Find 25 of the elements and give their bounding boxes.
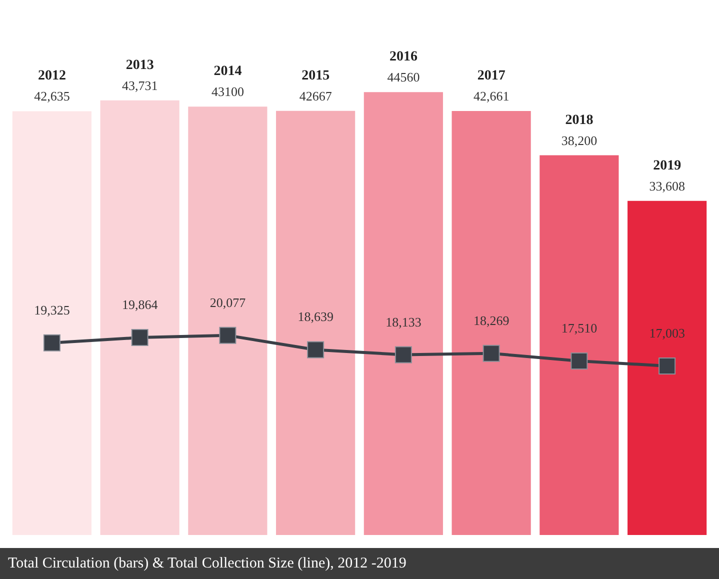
data-label: 19,864: [122, 297, 158, 312]
x-tick-label: 2019: [653, 158, 682, 174]
x-tick-label: 2013: [126, 58, 154, 73]
data-label: 44560: [387, 70, 420, 85]
data-label: 42667: [299, 88, 332, 104]
data-label: 20,077: [210, 294, 246, 310]
data-label: 43,731: [122, 78, 158, 93]
data-label: 42,635: [34, 88, 70, 104]
data-label: 43100: [211, 84, 244, 100]
x-tick-label: 2015: [302, 68, 330, 84]
x-tick-label: 2012: [38, 68, 66, 84]
data-label: 18,269: [473, 312, 510, 328]
x-tick-label: 2014: [214, 64, 242, 80]
data-label: 42,661: [473, 88, 510, 104]
text: Total Circulation (bars) & Total Collection Size (line), 2012 -2019: [8, 556, 406, 572]
data-label: 17,510: [561, 320, 598, 336]
data-label: 19,325: [34, 302, 70, 318]
data-label: 38,200: [561, 132, 598, 148]
data-label: 18,639: [298, 309, 334, 324]
data-label: 17,003: [649, 325, 685, 340]
data-label: 33,608: [649, 178, 685, 194]
x-tick-label: 2016: [389, 50, 418, 65]
x-tick-label: 2017: [477, 68, 506, 84]
data-label: 18,133: [386, 314, 422, 330]
x-tick-label: 2018: [565, 112, 594, 128]
